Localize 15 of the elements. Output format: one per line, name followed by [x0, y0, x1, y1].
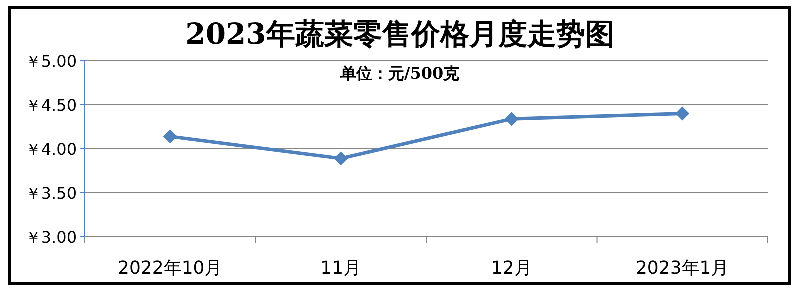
point [334, 152, 348, 166]
x-tick-label: 11月 [320, 258, 362, 279]
x-tick-label: 12月 [491, 258, 532, 279]
x-tick-label: 2022年10月 [118, 258, 223, 279]
point [163, 130, 178, 144]
y-tick-label: ￥4.00 [25, 140, 77, 159]
x-tick-label: 2023年1月 [636, 258, 730, 279]
point [676, 106, 690, 121]
chart-title: 2023年蔬菜零售价格月度走势图 [186, 17, 614, 51]
y-tick-label: ￥5.00 [25, 52, 77, 71]
y-tick-label: ￥3.50 [25, 184, 77, 203]
y-tick-label: ￥4.50 [25, 96, 77, 115]
point [504, 112, 519, 126]
chart-subtitle: 单位：元/500克 [339, 64, 461, 83]
y-tick-label: ￥3.00 [25, 228, 77, 247]
